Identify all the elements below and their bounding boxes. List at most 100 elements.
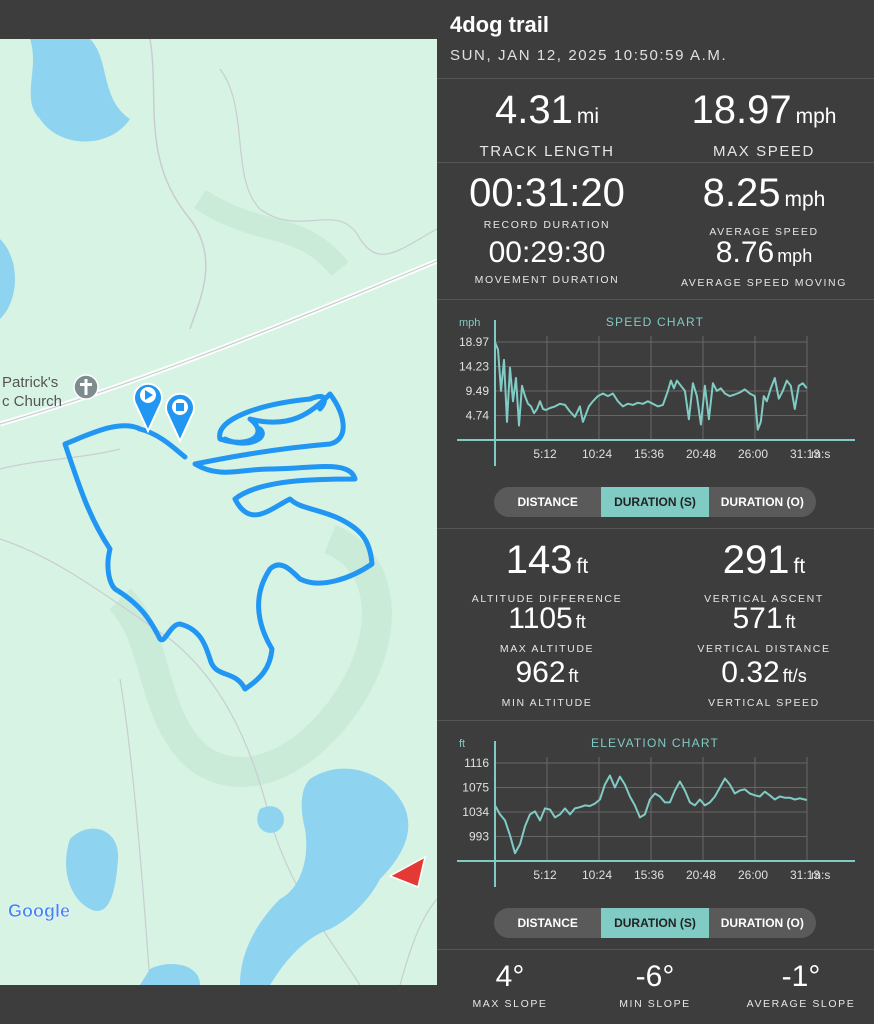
road (399, 898, 437, 985)
stat-average-speed: 8.25 mph AVERAGE SPEED (654, 173, 874, 238)
y-tick-label: 1034 (462, 805, 489, 819)
y-tick-label: 4.74 (466, 409, 490, 423)
chart-series-line (494, 341, 808, 431)
stat-altitude-difference: 143 ft ALTITUDE DIFFERENCE (437, 540, 657, 605)
y-tick-label: 18.97 (459, 335, 489, 349)
toggle-duration-o[interactable]: DURATION (O) (720, 916, 804, 930)
stat-value: 8.76 (715, 236, 775, 269)
stat-max-altitude: 1105 ft MAX ALTITUDE (437, 604, 657, 656)
road (0, 258, 437, 427)
x-tick-label: 5:12 (533, 868, 557, 882)
stop-marker[interactable] (165, 392, 195, 444)
stat-unit: mph (795, 105, 837, 128)
stat-unit: ft/s (782, 666, 807, 686)
stat-vertical-distance: 571 ft VERTICAL DISTANCE (654, 602, 874, 656)
toggle-duration-s[interactable]: DURATION (S) (601, 487, 709, 517)
road-edge (0, 260, 437, 425)
map-view[interactable]: Patrick's c Church Google (0, 39, 437, 985)
stat-unit: ft (568, 666, 579, 686)
lake (30, 39, 130, 142)
stat-label: VERTICAL ASCENT (704, 593, 824, 605)
road (219, 68, 437, 255)
terrain-shading (108, 525, 392, 787)
stat-min-altitude: 962 ft MIN ALTITUDE (437, 658, 657, 710)
stat-value: 8.25 (702, 171, 781, 215)
x-tick-label: 10:24 (582, 447, 612, 461)
route-path-segment[interactable] (137, 426, 188, 460)
elevation-chart-mode-toggle[interactable]: DISTANCE DURATION (S) DURATION (O) (494, 908, 816, 938)
x-tick-label: 15:36 (634, 447, 664, 461)
toggle-distance[interactable]: DISTANCE (517, 916, 578, 930)
stat-label: ALTITUDE DIFFERENCE (471, 593, 623, 605)
chart-title: SPEED CHART (606, 315, 704, 329)
stat-vertical-ascent: 291 ft VERTICAL ASCENT (654, 540, 874, 605)
navigation-bar (0, 985, 437, 1024)
stat-max-speed: 18.97 mph MAX SPEED (654, 90, 874, 160)
stat-unit: ft (793, 555, 806, 578)
stat-label: MAX SPEED (713, 143, 815, 160)
stat-value: -6° (635, 960, 675, 993)
stat-value: 00:29:30 (488, 236, 606, 269)
stat-label: AVERAGE SPEED MOVING (680, 277, 847, 289)
stat-unit: mph (777, 246, 813, 266)
stat-value: 571 (732, 602, 783, 635)
x-axis-unit: m:s (811, 447, 830, 461)
stat-movement-duration: 00:29:30 MOVEMENT DURATION (437, 236, 657, 287)
divider (437, 78, 874, 79)
toggle-duration-s[interactable]: DURATION (S) (601, 908, 709, 938)
divider (437, 949, 874, 950)
divider (437, 162, 874, 163)
stat-value: 18.97 (691, 88, 792, 132)
stat-value: -1° (781, 960, 821, 993)
x-axis-unit: m:s (811, 868, 830, 882)
chart-y-unit: mph (459, 317, 480, 329)
stat-unit: ft (576, 555, 589, 578)
stat-value: 4.31 (494, 88, 573, 132)
elevation-chart[interactable]: ELEVATION CHART ft 993 1034 1075 1116 5:12 10:2… (437, 727, 874, 897)
lake (0, 239, 15, 319)
stat-unit: ft (575, 612, 586, 632)
road (149, 39, 207, 330)
poi-label-line1: Patrick's (2, 374, 58, 391)
start-marker[interactable] (133, 382, 163, 434)
route-path[interactable] (62, 391, 375, 692)
divider (437, 528, 874, 529)
chart-y-unit: ft (459, 738, 465, 750)
stat-label: AVERAGE SPEED (709, 226, 819, 238)
speed-chart-mode-toggle[interactable]: DISTANCE DURATION (S) DURATION (O) (494, 487, 816, 517)
y-tick-label: 9.49 (466, 384, 490, 398)
route-path-segment[interactable] (222, 426, 265, 446)
stat-label: MAX SLOPE (472, 998, 548, 1010)
track-date: SUN, JAN 12, 2025 10:50:59 A.M. (450, 47, 728, 64)
poi-label-line2: c Church (2, 393, 62, 410)
chart-series-line (494, 774, 808, 855)
play-icon (145, 390, 153, 400)
stat-unit: mi (576, 105, 600, 128)
lake (257, 806, 284, 833)
x-tick-label: 26:00 (738, 447, 768, 461)
stat-label: VERTICAL SPEED (708, 697, 820, 709)
stat-average-speed-moving: 8.76 mph AVERAGE SPEED MOVING (654, 236, 874, 290)
x-tick-label: 15:36 (634, 868, 664, 882)
stat-value: 00:31:20 (469, 171, 625, 215)
location-arrow-icon (388, 855, 427, 889)
y-tick-label: 14.23 (459, 359, 489, 373)
stat-min-slope: -6° MIN SLOPE (582, 960, 728, 1011)
cross-icon (84, 379, 88, 395)
y-tick-label: 993 (469, 830, 489, 844)
track-title: 4dog trail (450, 12, 550, 37)
stat-value: 0.32 (721, 656, 780, 689)
stat-label: MAX ALTITUDE (499, 643, 595, 655)
x-tick-label: 10:24 (582, 868, 612, 882)
map-canvas[interactable]: Patrick's c Church Google (0, 39, 437, 985)
lake (140, 964, 200, 985)
terrain-shading (193, 189, 349, 277)
toggle-duration-o[interactable]: DURATION (O) (720, 495, 804, 509)
speed-chart[interactable]: SPEED CHART mph 4.74 9.49 14.23 18.97 5:12 10:2… (437, 306, 874, 476)
toggle-distance[interactable]: DISTANCE (517, 495, 578, 509)
google-attribution: Google (8, 901, 70, 921)
lake (240, 768, 409, 985)
stat-label: MIN ALTITUDE (501, 697, 593, 709)
stat-label: RECORD DURATION (483, 219, 611, 231)
church-poi[interactable] (73, 374, 99, 400)
